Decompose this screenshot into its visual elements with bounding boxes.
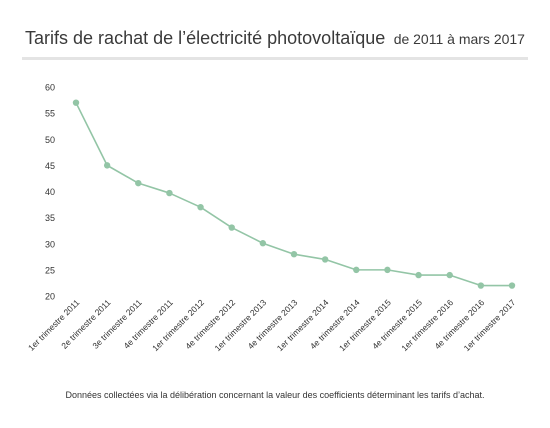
data-point <box>384 266 391 274</box>
series-line <box>75 102 512 287</box>
x-tick-label: 1er trimestre 2011 <box>26 297 82 353</box>
data-point <box>166 189 173 197</box>
source-caption: Données collectées via la délibération c… <box>65 390 485 400</box>
data-point <box>72 99 80 106</box>
y-tick-label: 60 <box>45 83 55 93</box>
y-tick-label: 25 <box>45 265 55 275</box>
y-tick-label: 35 <box>45 213 55 223</box>
y-tick-label: 30 <box>45 239 55 249</box>
data-point <box>290 251 298 258</box>
data-point <box>415 271 422 279</box>
title-divider <box>22 57 528 60</box>
chart-title: Tarifs de rachat de l’électricité photov… <box>25 28 386 48</box>
data-point <box>259 240 267 247</box>
chart-title-row: Tarifs de rachat de l’électricité photov… <box>0 28 550 49</box>
data-point <box>321 256 329 263</box>
y-tick-label: 20 <box>45 292 55 302</box>
y-tick-label: 45 <box>45 161 55 171</box>
data-point <box>477 282 485 289</box>
data-point <box>228 224 235 231</box>
data-point <box>197 203 204 211</box>
y-tick-label: 40 <box>45 187 55 197</box>
chart-subtitle: de 2011 à mars 2017 <box>393 31 525 47</box>
data-point <box>135 179 142 187</box>
data-point <box>508 282 516 289</box>
y-tick-label: 50 <box>45 135 55 145</box>
data-point <box>446 271 453 279</box>
data-point <box>353 266 360 274</box>
y-tick-label: 55 <box>45 109 55 119</box>
data-point <box>103 162 111 169</box>
